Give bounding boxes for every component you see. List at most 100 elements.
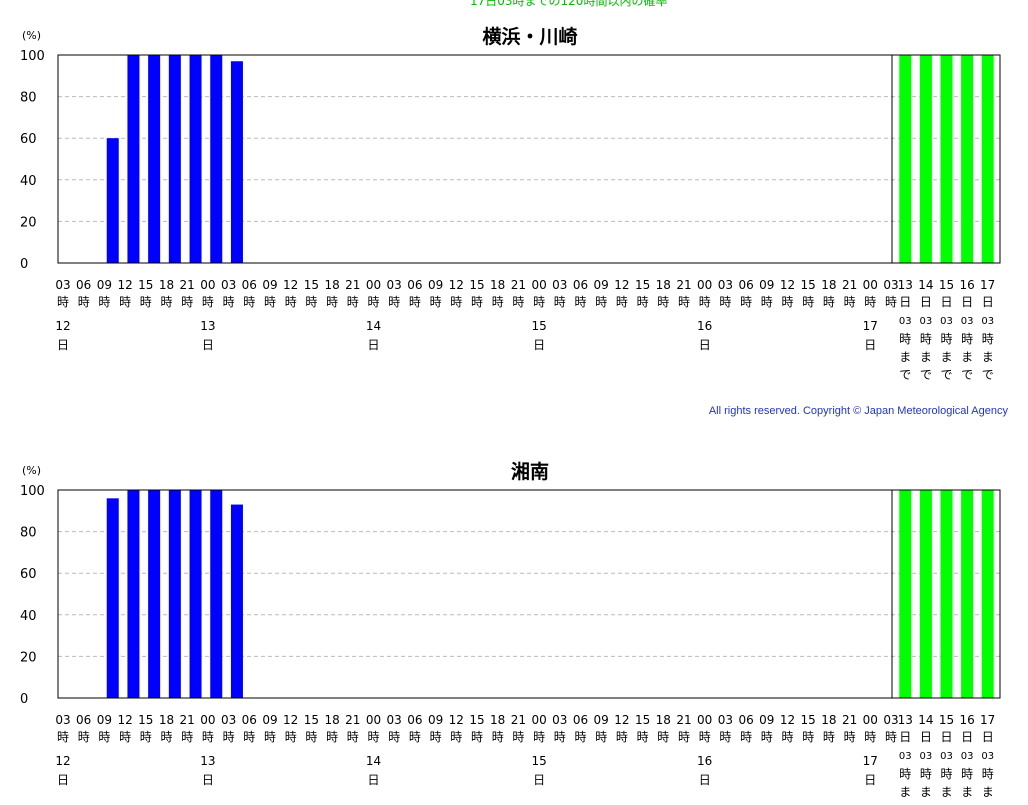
x-tick-hour: 00 — [531, 278, 546, 292]
x-tick-hour: 18 — [821, 278, 836, 292]
chart-title: 湘南 — [511, 460, 549, 483]
forecast-tick-day: 15 — [939, 278, 954, 292]
x-tick-hour: 18 — [324, 278, 339, 292]
top-caption: 17日03時までの120時間以内の確率 — [470, 0, 668, 8]
x-tick-hour: 12 — [449, 713, 464, 727]
x-tick-hour: 00 — [863, 278, 878, 292]
x-tick-hour: 00 — [200, 278, 215, 292]
y-tick-label: 80 — [20, 91, 37, 106]
x-tick-hour: 12 — [283, 278, 298, 292]
x-tick-hour: 15 — [304, 713, 319, 727]
x-tick-hour: 06 — [573, 713, 588, 727]
x-tick-hour-unit: 時 — [202, 295, 214, 309]
forecast-tick-day: 13 — [898, 278, 913, 292]
forecast-tick-day-unit: 日 — [961, 730, 973, 744]
x-tick-hour-unit: 時 — [533, 295, 545, 309]
forecast-tick-hour-unit: 時 — [899, 767, 911, 781]
x-tick-hour: 06 — [738, 713, 753, 727]
forecast-tick-hour-unit: 時 — [940, 767, 952, 781]
y-tick-label: 60 — [20, 132, 37, 147]
y-tick-label: 100 — [20, 49, 45, 64]
x-tick-hour: 00 — [531, 713, 546, 727]
bar-hourly — [148, 55, 161, 263]
x-tick-hour-unit: 時 — [119, 730, 131, 744]
forecast-tick-hour-unit: 時 — [961, 332, 973, 346]
x-tick-hour: 09 — [759, 278, 774, 292]
x-tick-day: 13 — [200, 754, 215, 768]
x-tick-hour-unit: 時 — [367, 730, 379, 744]
x-tick-hour: 03 — [718, 713, 733, 727]
copyright-notice: All rights reserved. Copyright © Japan M… — [708, 405, 1008, 417]
x-tick-hour-unit: 時 — [160, 295, 172, 309]
x-tick-hour-unit: 時 — [574, 295, 586, 309]
x-tick-hour-unit: 時 — [471, 730, 483, 744]
x-tick-hour: 06 — [76, 278, 91, 292]
forecast-tick-made: ま — [961, 350, 973, 364]
x-tick-day-unit: 日 — [864, 338, 876, 352]
x-tick-hour: 15 — [138, 713, 153, 727]
x-tick-hour-unit: 時 — [657, 730, 669, 744]
x-tick-hour-unit: 時 — [326, 730, 338, 744]
forecast-tick-day: 16 — [959, 713, 974, 727]
x-tick-hour-unit: 時 — [678, 730, 690, 744]
chart-shonan: 湘南 (%) 0 20 40 60 80 100 03 時 06 時 09 時 12 時 15 時 18 時 21 時 00… — [20, 460, 1001, 805]
forecast-tick-hour: 03 — [899, 751, 912, 762]
x-tick-day-unit: 日 — [57, 338, 69, 352]
x-tick-hour-unit: 時 — [285, 295, 297, 309]
x-tick-day: 17 — [863, 754, 878, 768]
x-tick-hour: 18 — [490, 713, 505, 727]
forecast-tick-made: ま — [920, 785, 932, 799]
x-tick-hour-unit: 時 — [864, 730, 876, 744]
x-tick-hour: 15 — [138, 278, 153, 292]
x-tick-hour-unit: 時 — [305, 730, 317, 744]
bar-daily-forecast — [940, 490, 953, 698]
x-tick-hour: 21 — [345, 713, 360, 727]
x-tick-hour-unit: 時 — [78, 295, 90, 309]
x-tick-hour: 09 — [262, 278, 277, 292]
x-tick-hour-unit: 時 — [243, 730, 255, 744]
plot-frame — [57, 489, 1001, 699]
bar-hourly — [106, 138, 119, 263]
x-tick-day-unit: 日 — [57, 773, 69, 787]
x-tick-hour: 12 — [780, 713, 795, 727]
x-tick-day-unit: 日 — [367, 773, 379, 787]
x-tick-hour-unit: 時 — [388, 295, 400, 309]
x-tick-hour: 00 — [366, 713, 381, 727]
forecast-tick-day-unit: 日 — [940, 295, 952, 309]
bar-hourly — [230, 61, 243, 263]
x-tick-hour: 03 — [221, 278, 236, 292]
x-tick-hour: 12 — [117, 278, 132, 292]
x-tick-hour: 21 — [842, 278, 857, 292]
forecast-tick-day: 14 — [918, 713, 933, 727]
x-tick-hour: 06 — [407, 713, 422, 727]
bar-hourly — [168, 55, 181, 263]
forecast-tick-made: ま — [899, 785, 911, 799]
x-tick-day: 17 — [863, 319, 878, 333]
x-tick-hour-unit: 時 — [740, 730, 752, 744]
x-tick-hour: 03 — [552, 713, 567, 727]
x-tick-hour-unit: 時 — [181, 295, 193, 309]
x-tick-hour-unit: 時 — [471, 295, 483, 309]
x-tick-hour: 15 — [469, 278, 484, 292]
forecast-tick-made: ま — [940, 350, 952, 364]
bar-hourly — [127, 55, 140, 263]
x-tick-hour-unit: 時 — [533, 730, 545, 744]
x-tick-hour-unit: 時 — [574, 730, 586, 744]
x-tick-hour: 06 — [242, 278, 257, 292]
x-tick-hour-unit: 時 — [223, 730, 235, 744]
bar-daily-forecast — [899, 55, 912, 263]
x-tick-hour-unit: 時 — [285, 730, 297, 744]
x-tick-hour-unit: 時 — [57, 295, 69, 309]
x-tick-hour: 03 — [55, 713, 70, 727]
bar-hourly — [168, 490, 181, 698]
x-tick-hour: 03 — [221, 713, 236, 727]
forecast-tick-day: 13 — [898, 713, 913, 727]
x-tick-hour: 03 — [718, 278, 733, 292]
x-tick-hour: 09 — [262, 713, 277, 727]
x-tick-hour: 18 — [159, 278, 174, 292]
bar-daily-forecast — [981, 55, 994, 263]
x-tick-hour-unit: 時 — [699, 730, 711, 744]
x-tick-hour: 03 — [883, 713, 898, 727]
forecast-tick-day: 14 — [918, 278, 933, 292]
forecast-tick-hour-unit: 時 — [961, 767, 973, 781]
